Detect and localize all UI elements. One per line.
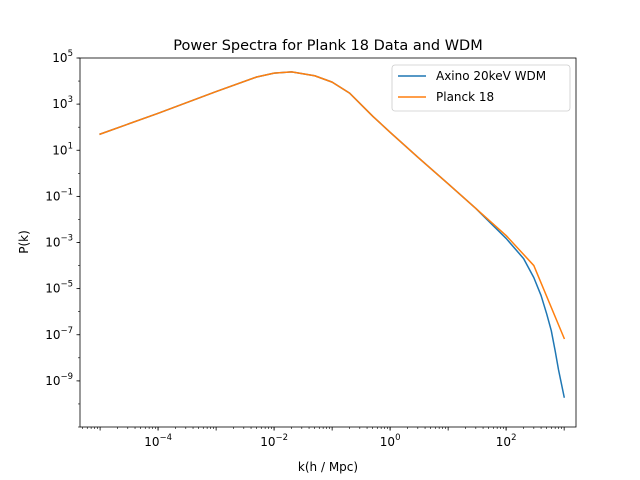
y-tick-label: 103 <box>52 95 73 111</box>
y-tick-label: 10−9 <box>45 372 73 388</box>
legend-label-planck: Planck 18 <box>436 90 494 104</box>
series-line-axino <box>99 71 566 398</box>
x-axis-ticks: 10−4 10−2 100 102 <box>82 427 565 449</box>
y-axis-ticks: 10−9 10−7 10−5 10−3 10−1 101 103 105 <box>45 49 80 428</box>
series-line-planck <box>99 71 566 340</box>
y-tick-label: 10−1 <box>45 187 73 203</box>
y-axis-label: P(k) <box>17 230 31 254</box>
x-tick-label: 102 <box>496 433 517 449</box>
y-tick-label: 105 <box>52 49 73 65</box>
legend-label-axino: Axino 20keV WDM <box>436 69 546 83</box>
x-tick-label: 100 <box>380 433 401 449</box>
plot-lines <box>99 71 566 398</box>
y-tick-label: 101 <box>52 141 73 157</box>
chart-title: Power Spectra for Plank 18 Data and WDM <box>173 38 482 54</box>
x-tick-label: 10−2 <box>260 433 288 449</box>
x-tick-label: 10−4 <box>144 433 172 449</box>
legend: Axino 20keV WDM Planck 18 <box>391 64 571 112</box>
y-tick-label: 10−5 <box>45 280 73 296</box>
y-tick-label: 10−3 <box>45 234 73 250</box>
y-tick-label: 10−7 <box>45 326 73 342</box>
x-axis-label: k(h / Mpc) <box>298 460 358 474</box>
legend-box <box>391 64 571 112</box>
plot-frame <box>79 57 577 428</box>
